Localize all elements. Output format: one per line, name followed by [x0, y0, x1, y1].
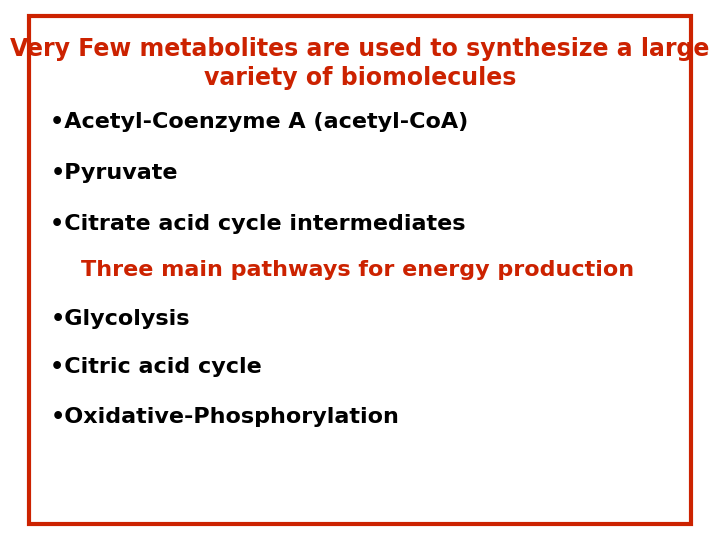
- Text: variety of biomolecules: variety of biomolecules: [204, 66, 516, 90]
- Text: •Glycolysis: •Glycolysis: [50, 308, 190, 329]
- Text: •Citric acid cycle: •Citric acid cycle: [50, 357, 262, 377]
- Text: •Pyruvate: •Pyruvate: [50, 163, 178, 183]
- Text: •Oxidative-Phosphorylation: •Oxidative-Phosphorylation: [50, 407, 400, 427]
- Text: Very Few metabolites are used to synthesize a large: Very Few metabolites are used to synthes…: [10, 37, 710, 60]
- Text: •Citrate acid cycle intermediates: •Citrate acid cycle intermediates: [50, 214, 466, 234]
- Text: •Acetyl-Coenzyme A (acetyl-CoA): •Acetyl-Coenzyme A (acetyl-CoA): [50, 111, 469, 132]
- FancyBboxPatch shape: [29, 16, 691, 524]
- Text: Three main pathways for energy production: Three main pathways for energy productio…: [50, 260, 634, 280]
